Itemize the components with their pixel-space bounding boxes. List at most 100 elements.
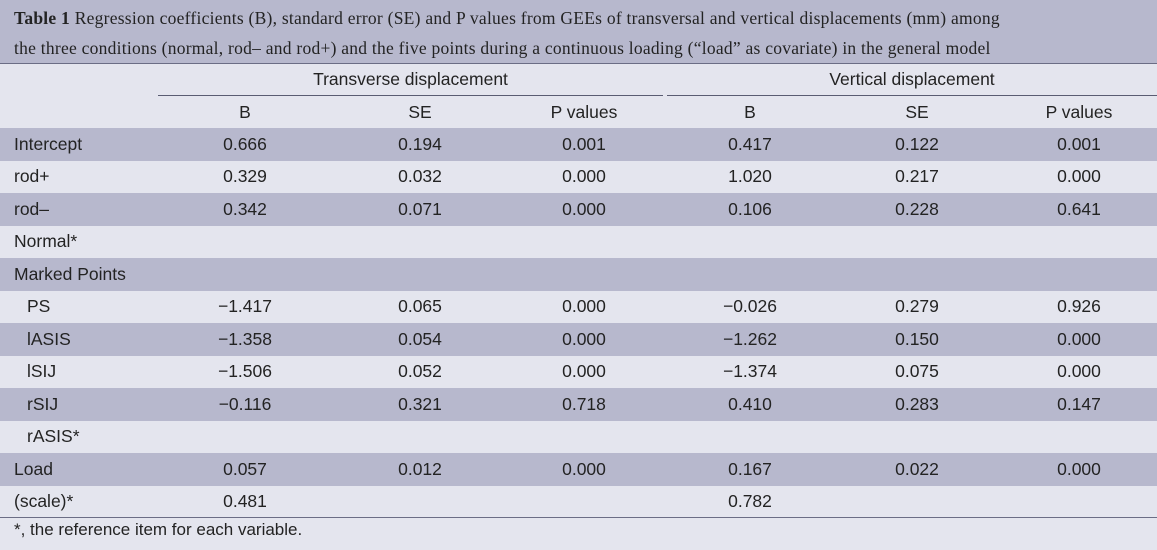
table-cell [345,486,495,519]
table-cell: 0.032 [398,166,442,187]
table-cell [170,258,320,291]
table-cell: 0.410 [728,393,772,414]
column-header-se: SE [905,101,929,122]
table-cell: 0.001 [1057,133,1101,154]
table-row: rASIS* [0,421,1157,454]
table-cell: −0.116 [218,393,272,414]
bottom-rule [0,517,1157,518]
table-cell: 0.000 [1057,458,1101,479]
table-cell: 0.000 [562,166,606,187]
table-cell: 0.321 [398,393,442,414]
row-label: rSIJ [27,393,59,414]
table-row: lASIS −1.358 0.054 0.000 −1.262 0.150 0.000 [0,323,1157,356]
table-footnote: *, the reference item for each variable. [14,520,303,539]
table-cell: 0.000 [1057,361,1101,382]
table-cell [345,226,495,259]
table-caption: Table 1 Regression coefficients (B), sta… [0,0,1157,63]
table-cell: 0.329 [223,166,267,187]
table-row: Normal* [0,226,1157,259]
table-cell: 0.342 [223,198,267,219]
table-cell [1004,421,1154,454]
column-header-b: B [239,101,251,122]
table-row: PS −1.417 0.065 0.000 −0.026 0.279 0.926 [0,291,1157,324]
table-cell [170,226,320,259]
table-row: Load 0.057 0.012 0.000 0.167 0.022 0.000 [0,453,1157,486]
group-header-vertical: Vertical displacement [829,69,995,89]
table-cell: 0.279 [895,296,939,317]
caption-label: Table 1 [14,8,71,28]
table-cell: 0.147 [1057,393,1101,414]
table-cell: 0.075 [895,361,939,382]
table-cell: 0.000 [562,458,606,479]
table-cell: 0.000 [562,296,606,317]
table-cell [842,421,992,454]
table-row: Intercept 0.666 0.194 0.001 0.417 0.122 0.001 [0,128,1157,161]
table-cell [842,226,992,259]
row-label: lASIS [27,328,71,349]
column-header-p-values: P values [550,101,618,122]
table-cell [345,258,495,291]
table-cell: 0.283 [895,393,939,414]
table-row: Marked Points [0,258,1157,291]
table-cell: 0.012 [398,458,442,479]
table-cell: −1.506 [217,361,272,382]
table-cell: 0.000 [562,198,606,219]
group-header-transverse: Transverse displacement [313,69,508,89]
table-cell: 0.666 [223,133,267,154]
table-cell: −0.026 [722,296,777,317]
table-cell: 0.071 [398,198,442,219]
table-cell: −1.374 [722,361,777,382]
table-cell: 0.194 [398,133,442,154]
table-cell: 0.217 [895,166,939,187]
table-cell: 0.228 [895,198,939,219]
table-cell [509,421,659,454]
table-cell: −1.358 [217,328,272,349]
row-label: Load [14,458,53,479]
caption-line-1: Table 1 Regression coefficients (B), sta… [14,3,1157,33]
table-cell: 0.782 [728,491,772,512]
table-cell [1004,226,1154,259]
table-cell [1004,258,1154,291]
table-cell: −1.262 [722,328,777,349]
table-row: lSIJ −1.506 0.052 0.000 −1.374 0.075 0.000 [0,356,1157,389]
table-row: rod– 0.342 0.071 0.000 0.106 0.228 0.641 [0,193,1157,226]
column-header-se: SE [408,101,432,122]
column-header-b: B [744,101,756,122]
row-label: (scale)* [14,491,74,512]
table-cell: 0.718 [562,393,606,414]
caption-text-1: Regression coefficients (B), standard er… [70,8,1000,28]
table-cell: 0.000 [562,328,606,349]
table-cell [170,421,320,454]
table-cell: 0.057 [223,458,267,479]
table-cell: 0.000 [1057,166,1101,187]
table-cell: 0.106 [728,198,772,219]
column-header-row: B SE P values B SE P values [0,96,1157,129]
row-label: PS [27,296,51,317]
table-cell: 0.167 [728,458,772,479]
table-row: rod+ 0.329 0.032 0.000 1.020 0.217 0.000 [0,161,1157,194]
table-cell [345,421,495,454]
top-rule [0,63,1157,64]
table-cell: 0.150 [895,328,939,349]
table-cell: 0.001 [562,133,606,154]
row-label: rASIS* [27,426,80,447]
row-label: Intercept [14,133,83,154]
table-cell: 0.122 [895,133,939,154]
table-cell [509,226,659,259]
table-cell [509,258,659,291]
table-cell [509,486,659,519]
table-cell [1004,486,1154,519]
table-cell [842,486,992,519]
row-label: rod– [14,198,50,219]
table-cell: 0.926 [1057,296,1101,317]
column-header-p-values: P values [1045,101,1113,122]
table-cell [675,421,825,454]
table-cell: 0.065 [398,296,442,317]
table-cell: 0.000 [1057,328,1101,349]
table-cell: 0.481 [223,491,267,512]
row-label: Marked Points [14,263,126,284]
table-cell: 0.054 [398,328,442,349]
group-rule-transverse [158,95,663,96]
caption-line-2: the three conditions (normal, rod– and r… [14,38,991,58]
